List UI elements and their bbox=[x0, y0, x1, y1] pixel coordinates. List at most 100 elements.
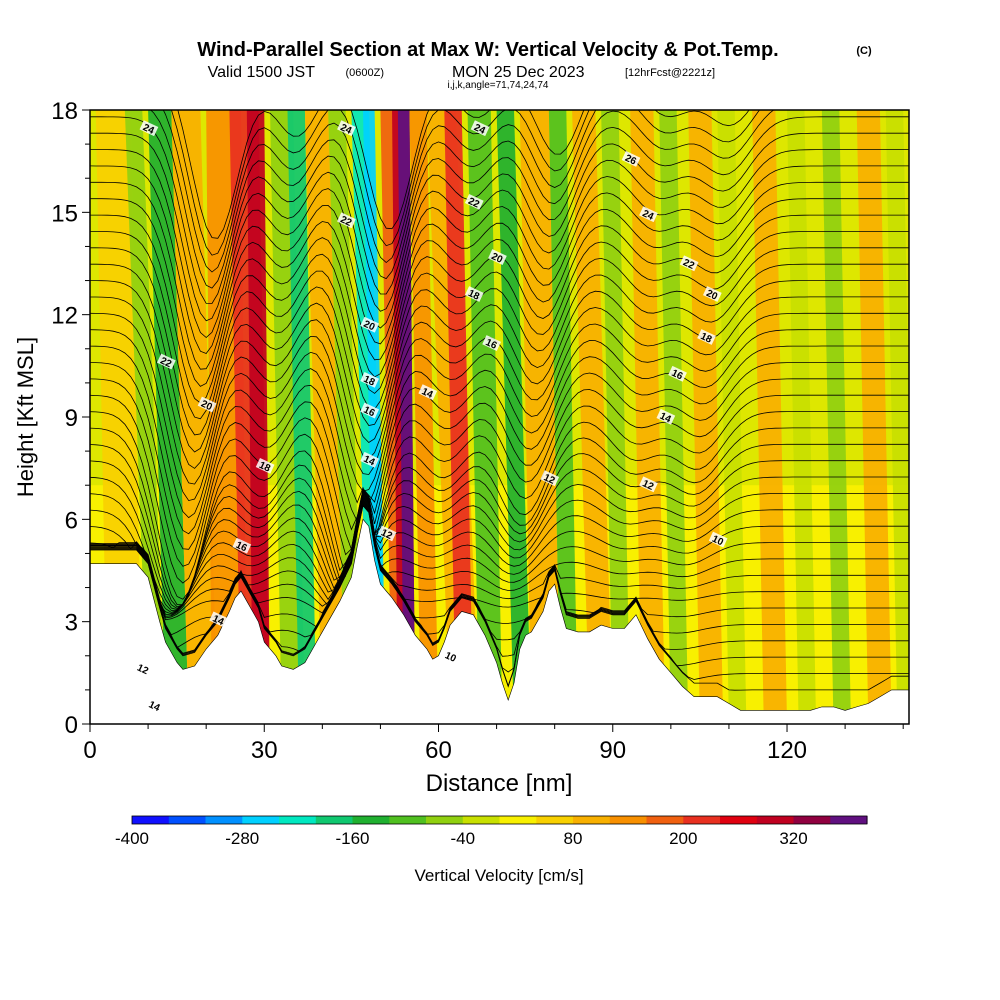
x-tick-label: 60 bbox=[425, 737, 452, 764]
y-tick-label: 3 bbox=[65, 610, 78, 637]
contour-line bbox=[90, 231, 909, 420]
contour-label: 16 bbox=[482, 335, 502, 352]
shade-band bbox=[752, 110, 788, 724]
svg-text:10: 10 bbox=[710, 534, 725, 549]
terrain bbox=[90, 518, 909, 724]
contour-label: 20 bbox=[488, 249, 507, 266]
shade-band bbox=[885, 110, 909, 724]
shade-band bbox=[467, 110, 503, 724]
contour-line bbox=[90, 132, 909, 322]
contour-line bbox=[177, 110, 585, 239]
colorbar-swatch bbox=[315, 816, 354, 824]
contour-label: 14 bbox=[145, 697, 165, 714]
contour-label: 18 bbox=[360, 371, 380, 389]
contour-line bbox=[90, 165, 909, 354]
svg-text:22: 22 bbox=[338, 214, 353, 229]
shade-band bbox=[409, 110, 439, 724]
contour-line bbox=[90, 500, 909, 636]
svg-text:12: 12 bbox=[640, 478, 655, 493]
contour-line bbox=[90, 394, 909, 584]
contour-line bbox=[162, 110, 761, 273]
contour-line bbox=[90, 116, 909, 304]
svg-text:18: 18 bbox=[362, 374, 377, 389]
contour-line bbox=[90, 181, 909, 370]
colorbar-swatch bbox=[536, 816, 574, 824]
svg-text:16: 16 bbox=[484, 337, 499, 352]
colorbar-swatch bbox=[426, 816, 464, 824]
colorbar-swatch bbox=[609, 816, 648, 824]
contour-line bbox=[90, 247, 909, 436]
contour-label: 20 bbox=[702, 286, 722, 303]
colorbar-tick-label: -280 bbox=[225, 829, 259, 848]
contour-label: 16 bbox=[232, 537, 252, 555]
contour-label: 12 bbox=[639, 476, 658, 493]
colorbar-swatch bbox=[646, 816, 684, 824]
contour-label: 18 bbox=[255, 457, 275, 475]
svg-text:22: 22 bbox=[466, 196, 481, 211]
contour-label: 14 bbox=[656, 408, 676, 426]
shade-band bbox=[787, 110, 817, 724]
contour-label: 14 bbox=[360, 451, 380, 469]
svg-text:22: 22 bbox=[681, 257, 696, 272]
contour-label: 12 bbox=[377, 525, 397, 542]
shade-band bbox=[397, 110, 416, 724]
contour-label: 14 bbox=[418, 384, 438, 401]
x-tick-label: 90 bbox=[599, 737, 626, 764]
svg-text:16: 16 bbox=[234, 540, 249, 555]
svg-text:20: 20 bbox=[704, 288, 719, 303]
contour-line bbox=[90, 280, 909, 469]
colorbar-swatch bbox=[683, 816, 721, 824]
colorbar-swatch bbox=[168, 816, 207, 824]
contour-line bbox=[90, 149, 909, 339]
colorbar-swatch bbox=[352, 816, 390, 824]
colorbar-tick-label: 200 bbox=[669, 829, 697, 848]
svg-text:12: 12 bbox=[135, 663, 150, 678]
colorbar-frame bbox=[131, 815, 868, 825]
contour-labels: 24 22 20 18 16 14 12 14 24 22 20 18 16 14 12 24 22 20 18 16… bbox=[133, 120, 728, 714]
x-tick-label: 0 bbox=[83, 737, 96, 764]
subtitle-utc: (0600Z) bbox=[345, 67, 384, 79]
y-tick-label: 6 bbox=[65, 507, 78, 534]
contour-line bbox=[90, 198, 909, 387]
svg-text:14: 14 bbox=[211, 613, 226, 628]
svg-text:20: 20 bbox=[199, 399, 214, 414]
contour-label: 22 bbox=[156, 353, 176, 370]
shade-band bbox=[821, 110, 851, 724]
contour-line bbox=[150, 110, 775, 289]
contour-label: 14 bbox=[209, 611, 229, 628]
contour-line bbox=[90, 378, 909, 567]
contour-line bbox=[90, 498, 909, 617]
contour-line bbox=[90, 345, 909, 535]
contour-line bbox=[171, 110, 750, 256]
shade-band bbox=[444, 110, 474, 724]
svg-text:24: 24 bbox=[640, 208, 655, 223]
colorbar-swatch bbox=[499, 816, 537, 824]
svg-text:14: 14 bbox=[362, 454, 377, 469]
colorbar-swatch bbox=[279, 816, 317, 824]
colorbar-label: Vertical Velocity [cm/s] bbox=[414, 866, 583, 885]
shade-band bbox=[148, 110, 189, 724]
y-tick-label: 9 bbox=[65, 405, 78, 432]
contour-line bbox=[90, 476, 909, 610]
shade-band bbox=[856, 110, 892, 724]
x-tick-label: 30 bbox=[251, 737, 278, 764]
y-tick-label: 0 bbox=[65, 712, 78, 739]
subtitle-main: Valid 1500 JST bbox=[208, 64, 316, 81]
colorbar-swatch bbox=[242, 816, 280, 824]
svg-text:18: 18 bbox=[466, 288, 481, 303]
y-tick-label: 18 bbox=[51, 98, 78, 125]
colorbar-tick-label: 80 bbox=[564, 829, 583, 848]
x-tick-label: 120 bbox=[767, 737, 807, 764]
contour-label: 24 bbox=[639, 206, 658, 223]
y-tick-label: 15 bbox=[51, 200, 78, 227]
contour-line bbox=[90, 443, 909, 608]
svg-text:10: 10 bbox=[443, 650, 458, 665]
shade-band bbox=[601, 110, 631, 724]
svg-text:20: 20 bbox=[489, 251, 504, 266]
contour-line bbox=[90, 263, 909, 453]
svg-text:24: 24 bbox=[141, 122, 156, 137]
contour-line bbox=[90, 496, 909, 615]
colorbar: -400 -280 -160 -40 80 200 320 bbox=[115, 815, 868, 848]
contour-line bbox=[90, 427, 909, 605]
